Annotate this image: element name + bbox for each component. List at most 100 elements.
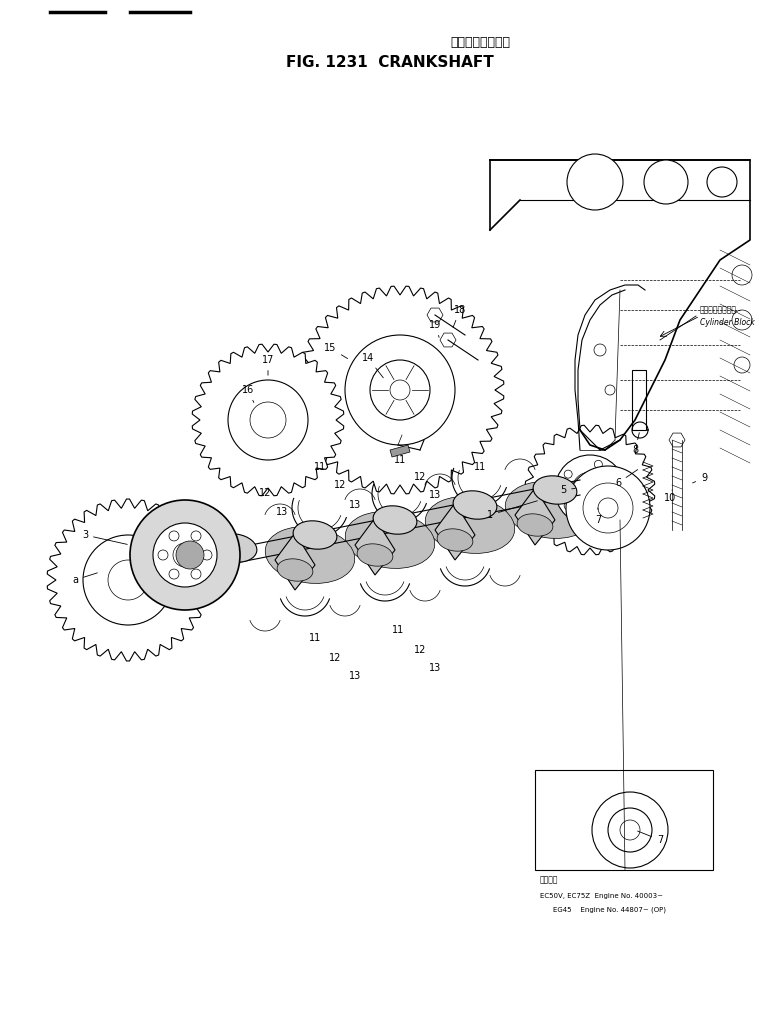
Text: 11: 11	[392, 625, 404, 635]
Circle shape	[707, 167, 737, 197]
Circle shape	[592, 792, 668, 868]
Circle shape	[390, 380, 410, 400]
Text: 16: 16	[242, 385, 254, 403]
Circle shape	[594, 460, 602, 468]
Text: EG45    Engine No. 44807~ (OP): EG45 Engine No. 44807~ (OP)	[553, 907, 666, 914]
Circle shape	[56, 508, 200, 652]
Circle shape	[564, 502, 573, 510]
Circle shape	[605, 385, 615, 394]
Ellipse shape	[533, 476, 577, 504]
Text: 13: 13	[429, 490, 441, 500]
Text: 13: 13	[349, 671, 361, 681]
Text: 18: 18	[453, 305, 466, 327]
Circle shape	[345, 335, 455, 445]
Bar	[632, 370, 646, 430]
Circle shape	[158, 550, 168, 560]
Text: 12: 12	[414, 472, 426, 482]
Polygon shape	[515, 487, 555, 545]
Text: 4: 4	[172, 572, 184, 595]
Circle shape	[83, 535, 173, 625]
Circle shape	[250, 402, 286, 438]
Circle shape	[202, 550, 212, 560]
Text: Cylinder Block: Cylinder Block	[700, 318, 755, 326]
Polygon shape	[296, 286, 504, 494]
Circle shape	[598, 498, 618, 518]
Circle shape	[177, 542, 213, 578]
Ellipse shape	[453, 491, 497, 519]
Text: 2: 2	[195, 535, 201, 552]
Circle shape	[228, 380, 308, 460]
Polygon shape	[525, 425, 654, 555]
Text: 9: 9	[693, 473, 707, 483]
Polygon shape	[440, 333, 456, 346]
Text: FIG. 1231  CRANKSHAFT: FIG. 1231 CRANKSHAFT	[286, 54, 494, 69]
Text: EC50V, EC75Z  Engine No. 40003~: EC50V, EC75Z Engine No. 40003~	[540, 893, 663, 899]
Ellipse shape	[265, 526, 355, 584]
Polygon shape	[669, 433, 685, 447]
Text: 12: 12	[329, 653, 341, 663]
Text: 11: 11	[309, 633, 321, 643]
Circle shape	[594, 344, 606, 356]
Circle shape	[108, 560, 148, 600]
Text: 12: 12	[259, 487, 271, 498]
Ellipse shape	[277, 559, 313, 582]
Polygon shape	[427, 308, 443, 322]
Circle shape	[572, 472, 608, 508]
Circle shape	[191, 531, 201, 541]
Circle shape	[613, 486, 621, 494]
Ellipse shape	[346, 512, 434, 568]
Text: クランクシャフト: クランクシャフト	[450, 36, 510, 48]
Text: 1: 1	[487, 501, 537, 520]
Circle shape	[191, 569, 201, 579]
Text: 11: 11	[314, 462, 326, 472]
Circle shape	[734, 357, 750, 373]
Circle shape	[532, 432, 648, 548]
Polygon shape	[275, 533, 315, 590]
Text: 7: 7	[637, 831, 663, 845]
Ellipse shape	[517, 514, 553, 537]
Text: a: a	[72, 573, 98, 585]
Circle shape	[173, 543, 197, 567]
Text: 適用号機: 適用号機	[540, 876, 558, 884]
Circle shape	[608, 808, 652, 852]
Circle shape	[566, 466, 650, 550]
Text: 14: 14	[362, 353, 383, 378]
Circle shape	[567, 154, 623, 210]
Text: 17: 17	[262, 355, 275, 375]
Ellipse shape	[357, 544, 393, 566]
Text: 6: 6	[615, 469, 638, 487]
Circle shape	[169, 569, 179, 579]
Circle shape	[594, 512, 602, 519]
Text: 13: 13	[349, 500, 361, 510]
Polygon shape	[48, 499, 209, 661]
Circle shape	[305, 295, 495, 485]
Text: 12: 12	[334, 480, 346, 490]
Circle shape	[153, 523, 217, 587]
Text: シリンダブロック: シリンダブロック	[700, 306, 737, 315]
Text: 15: 15	[324, 343, 348, 359]
Polygon shape	[435, 503, 475, 560]
Polygon shape	[355, 518, 395, 575]
Text: 5: 5	[560, 485, 575, 495]
Ellipse shape	[373, 506, 417, 535]
Text: 8: 8	[632, 432, 640, 455]
Circle shape	[564, 470, 573, 478]
Text: 10: 10	[664, 490, 676, 503]
Text: 11: 11	[394, 455, 406, 465]
Circle shape	[370, 360, 430, 420]
Text: 12: 12	[414, 645, 426, 655]
Circle shape	[200, 352, 336, 487]
Circle shape	[732, 265, 752, 285]
Circle shape	[185, 550, 205, 570]
Text: 13: 13	[429, 663, 441, 673]
Text: 11: 11	[474, 462, 486, 472]
Polygon shape	[390, 445, 410, 457]
Text: 13: 13	[276, 507, 288, 517]
Ellipse shape	[437, 528, 473, 551]
Circle shape	[169, 531, 179, 541]
Text: 3: 3	[82, 530, 127, 545]
Text: 7: 7	[595, 508, 601, 525]
Circle shape	[732, 310, 752, 330]
Ellipse shape	[505, 481, 594, 539]
Polygon shape	[192, 344, 344, 496]
